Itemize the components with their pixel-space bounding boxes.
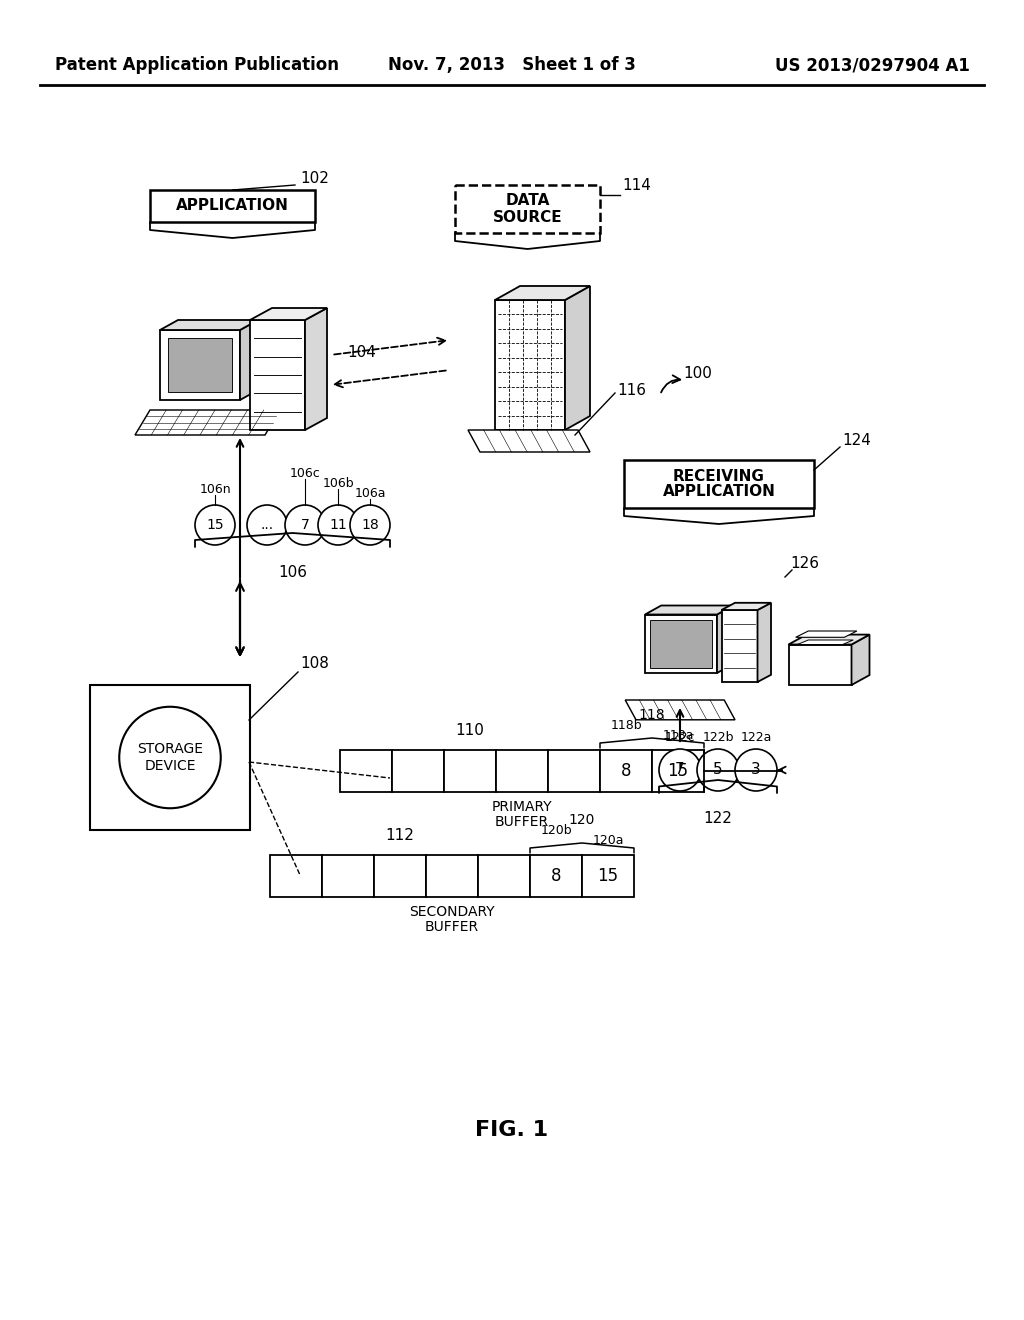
Bar — [582, 855, 634, 898]
Bar — [444, 750, 496, 792]
Bar — [548, 750, 600, 792]
Polygon shape — [565, 286, 590, 430]
Text: 116: 116 — [617, 383, 646, 399]
Polygon shape — [852, 635, 869, 685]
Polygon shape — [645, 606, 733, 615]
Polygon shape — [722, 603, 771, 610]
Polygon shape — [250, 308, 327, 319]
Bar — [652, 750, 705, 792]
Bar — [426, 855, 478, 898]
Polygon shape — [798, 640, 853, 644]
Text: APPLICATION: APPLICATION — [176, 198, 289, 214]
Polygon shape — [468, 430, 590, 451]
Bar — [478, 855, 530, 898]
Text: SECONDARY
BUFFER: SECONDARY BUFFER — [410, 906, 495, 935]
Polygon shape — [135, 411, 280, 436]
Text: 120a: 120a — [592, 834, 624, 847]
Polygon shape — [788, 644, 852, 685]
Text: FIG. 1: FIG. 1 — [475, 1119, 549, 1140]
Text: 106c: 106c — [290, 467, 321, 480]
Text: 106b: 106b — [323, 477, 354, 490]
Text: US 2013/0297904 A1: US 2013/0297904 A1 — [775, 55, 970, 74]
Text: 126: 126 — [790, 556, 819, 572]
Text: 15: 15 — [597, 867, 618, 884]
Circle shape — [247, 506, 287, 545]
Bar — [90, 685, 250, 830]
Text: 7: 7 — [675, 763, 685, 777]
Text: 120b: 120b — [541, 824, 571, 837]
Polygon shape — [495, 300, 565, 430]
Polygon shape — [788, 635, 869, 644]
Bar — [650, 620, 712, 668]
Text: 112: 112 — [386, 828, 415, 843]
Text: 102: 102 — [300, 172, 329, 186]
Polygon shape — [495, 286, 590, 300]
Polygon shape — [722, 610, 758, 682]
Text: 110: 110 — [456, 723, 484, 738]
Circle shape — [697, 748, 739, 791]
Text: Nov. 7, 2013   Sheet 1 of 3: Nov. 7, 2013 Sheet 1 of 3 — [388, 55, 636, 74]
Text: 114: 114 — [622, 178, 651, 193]
Text: 18: 18 — [361, 517, 379, 532]
Bar — [270, 855, 322, 898]
Text: DATA
SOURCE: DATA SOURCE — [493, 194, 562, 224]
Text: 5: 5 — [713, 763, 723, 777]
Text: 106n: 106n — [200, 483, 230, 496]
Circle shape — [318, 506, 358, 545]
Circle shape — [195, 506, 234, 545]
Text: ...: ... — [260, 517, 273, 532]
Polygon shape — [717, 606, 733, 673]
Text: 120: 120 — [568, 813, 595, 828]
Text: 122c: 122c — [665, 731, 695, 744]
Polygon shape — [240, 319, 258, 400]
Bar — [322, 855, 374, 898]
Text: 106: 106 — [278, 565, 307, 579]
Text: 7: 7 — [301, 517, 309, 532]
Text: 122b: 122b — [702, 731, 734, 744]
Bar — [496, 750, 548, 792]
Text: 104: 104 — [347, 345, 376, 360]
Text: 124: 124 — [842, 433, 870, 447]
Text: 100: 100 — [683, 366, 712, 381]
Circle shape — [119, 706, 221, 808]
Polygon shape — [160, 319, 258, 330]
Text: 118a: 118a — [663, 729, 693, 742]
Bar — [530, 855, 582, 898]
Bar — [392, 750, 444, 792]
Text: Patent Application Publication: Patent Application Publication — [55, 55, 339, 74]
Text: 11: 11 — [329, 517, 347, 532]
Text: 122: 122 — [703, 810, 732, 826]
Polygon shape — [626, 700, 735, 719]
Text: STORAGE
DEVICE: STORAGE DEVICE — [137, 742, 203, 772]
Text: PRIMARY
BUFFER: PRIMARY BUFFER — [492, 800, 552, 829]
Text: 106a: 106a — [354, 487, 386, 500]
Text: 118: 118 — [639, 708, 666, 722]
Text: 15: 15 — [206, 517, 224, 532]
Text: RECEIVING
APPLICATION: RECEIVING APPLICATION — [663, 469, 775, 499]
Bar — [150, 190, 315, 222]
Polygon shape — [305, 308, 327, 430]
Text: 8: 8 — [551, 867, 561, 884]
Bar — [340, 750, 392, 792]
Text: 118b: 118b — [610, 719, 642, 733]
Text: 3: 3 — [752, 763, 761, 777]
Text: 122a: 122a — [740, 731, 772, 744]
Bar — [600, 750, 652, 792]
Polygon shape — [645, 615, 717, 673]
Circle shape — [735, 748, 777, 791]
Circle shape — [350, 506, 390, 545]
Bar — [624, 459, 814, 508]
Text: 15: 15 — [668, 762, 688, 780]
Polygon shape — [758, 603, 771, 682]
Text: 108: 108 — [300, 656, 329, 671]
Polygon shape — [250, 319, 305, 430]
Bar — [168, 338, 232, 392]
Text: 8: 8 — [621, 762, 631, 780]
Bar — [374, 855, 426, 898]
Polygon shape — [160, 330, 240, 400]
Circle shape — [285, 506, 325, 545]
Bar — [455, 185, 600, 234]
Polygon shape — [796, 631, 857, 638]
Circle shape — [659, 748, 701, 791]
